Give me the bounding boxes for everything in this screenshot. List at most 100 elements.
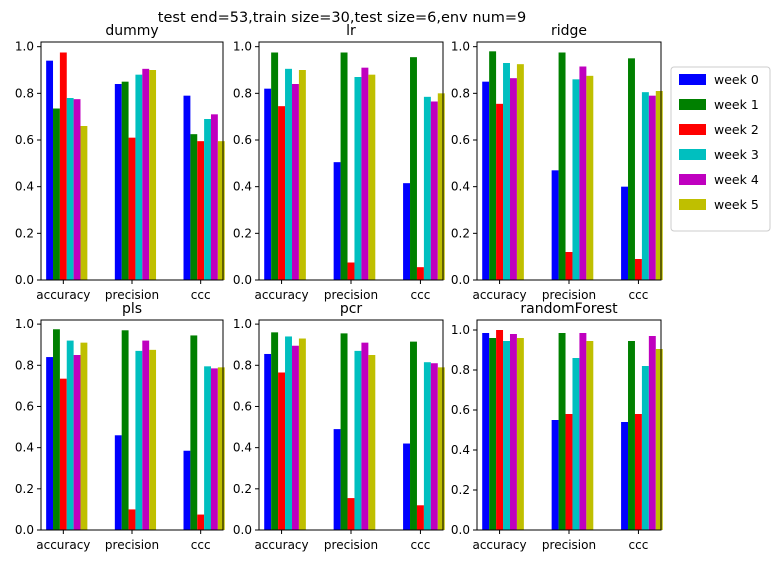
xtick-label-precision: precision (105, 538, 159, 552)
bar-pcr-accuracy-week1 (271, 332, 279, 530)
subplot-ridge: 0.0 0.2 0.4 0.6 0.8 1.0 accuracy precision ccc ri… (451, 23, 663, 302)
bar-lr-accuracy-week2 (278, 106, 286, 280)
ytick-label: 0.8 (451, 363, 470, 377)
xtick-label-accuracy: accuracy (254, 538, 308, 552)
bar-lr-accuracy-week4 (291, 84, 299, 280)
bar-pcr-ccc-week2 (416, 505, 424, 530)
bar-pcr-ccc-week1 (410, 341, 417, 530)
legend-swatch-week1 (679, 99, 706, 110)
bar-pls-precision-week4 (142, 340, 150, 530)
ytick-label: 0.4 (15, 441, 34, 455)
bar-dummy-ccc-week2 (197, 141, 205, 280)
xtick-label-ccc: ccc (629, 288, 649, 302)
bar-dummy-ccc-week4 (210, 114, 218, 280)
subplot-lr: 0.0 0.2 0.4 0.6 0.8 1.0 accuracy precision ccc lr (233, 23, 445, 302)
bar-pcr-accuracy-week3 (285, 336, 292, 530)
legend-swatch-week3 (679, 149, 706, 160)
bar-pls-accuracy-week2 (59, 378, 67, 530)
bar-pcr-precision-week5 (368, 355, 376, 530)
ytick-label: 0.2 (233, 226, 252, 240)
bar-lr-precision-week4 (361, 67, 369, 280)
xtick-label-ccc: ccc (629, 538, 649, 552)
bar-pcr-accuracy-week4 (291, 345, 299, 530)
bar-randomForest-precision-week0 (551, 420, 559, 530)
bar-lr-ccc-week2 (416, 267, 424, 280)
ytick-label: 0.2 (451, 483, 470, 497)
bar-pls-accuracy-week3 (66, 340, 74, 530)
ytick-label: 0.0 (15, 273, 34, 287)
bar-dummy-precision-week4 (142, 68, 150, 280)
bar-pcr-ccc-week3 (423, 362, 431, 530)
bar-ridge-precision-week3 (572, 79, 580, 280)
ytick-label: 0.6 (451, 133, 470, 147)
xtick-label-accuracy: accuracy (472, 538, 526, 552)
xtick-label-precision: precision (324, 288, 378, 302)
bar-dummy-ccc-week1 (190, 134, 198, 280)
bar-pls-precision-week2 (128, 509, 136, 530)
bar-ridge-ccc-week1 (628, 58, 635, 280)
ytick-label: 0.8 (15, 358, 34, 372)
bar-dummy-ccc-week0 (183, 95, 191, 280)
subplot-randomForest: 0.0 0.2 0.4 0.6 0.8 1.0 accuracy precision ccc ra… (451, 301, 663, 552)
subplot-title: randomForest (520, 301, 618, 317)
bar-randomForest-accuracy-week1 (489, 338, 497, 530)
ytick-label: 1.0 (15, 317, 34, 331)
xtick-label-ccc: ccc (411, 288, 431, 302)
bar-lr-ccc-week5 (437, 93, 445, 280)
bar-dummy-ccc-week3 (204, 119, 211, 280)
bar-pcr-precision-week0 (333, 429, 341, 530)
xtick-label-ccc: ccc (191, 288, 211, 302)
legend-swatch-week0 (679, 74, 706, 85)
ytick-label: 1.0 (451, 40, 470, 54)
bar-lr-ccc-week1 (410, 57, 417, 280)
xtick-label-precision: precision (324, 538, 378, 552)
bar-lr-ccc-week3 (423, 96, 431, 280)
bar-randomForest-ccc-week3 (641, 366, 649, 530)
bar-randomForest-ccc-week1 (628, 341, 635, 530)
bar-pcr-ccc-week4 (430, 363, 438, 530)
bar-lr-accuracy-week3 (285, 68, 292, 280)
ytick-label: 1.0 (15, 40, 34, 54)
bar-randomForest-precision-week5 (586, 341, 594, 530)
ytick-label: 0.8 (233, 358, 252, 372)
bar-ridge-ccc-week2 (634, 259, 642, 280)
bar-pcr-precision-week4 (361, 342, 369, 530)
ytick-label: 0.0 (451, 273, 470, 287)
legend-swatch-week5 (679, 199, 706, 210)
subplots: 0.0 0.2 0.4 0.6 0.8 1.0 accuracy precision ccc du… (15, 23, 663, 552)
ytick-label: 0.0 (15, 523, 34, 537)
subplot-title: dummy (105, 23, 158, 39)
legend-label: week 3 (714, 147, 759, 162)
bar-pls-precision-week5 (149, 349, 157, 530)
bar-pls-accuracy-week0 (46, 357, 54, 530)
ytick-label: 0.8 (15, 86, 34, 100)
bar-randomForest-accuracy-week0 (482, 333, 490, 530)
bar-pcr-accuracy-week5 (298, 338, 306, 530)
ytick-label: 1.0 (451, 323, 470, 337)
bar-ridge-accuracy-week1 (489, 51, 497, 280)
bar-pcr-ccc-week5 (437, 367, 445, 530)
xtick-label-ccc: ccc (191, 538, 211, 552)
bar-lr-accuracy-week1 (271, 52, 279, 280)
bar-pcr-precision-week1 (340, 333, 348, 530)
xtick-label-precision: precision (542, 538, 596, 552)
legend-swatch-week2 (679, 124, 706, 135)
xtick-label-ccc: ccc (411, 538, 431, 552)
subplot-pcr: 0.0 0.2 0.4 0.6 0.8 1.0 accuracy precision ccc pc… (233, 301, 445, 552)
xtick-label-precision: precision (542, 288, 596, 302)
bar-randomForest-precision-week3 (572, 358, 580, 530)
xtick-label-accuracy: accuracy (254, 288, 308, 302)
xtick-label-precision: precision (105, 288, 159, 302)
bar-lr-precision-week1 (340, 52, 348, 280)
bar-lr-precision-week3 (354, 77, 362, 280)
ytick-label: 0.4 (451, 180, 470, 194)
bar-pls-ccc-week1 (190, 335, 198, 530)
ytick-label: 1.0 (233, 317, 252, 331)
bar-dummy-precision-week2 (128, 137, 136, 280)
subplot-pls: 0.0 0.2 0.4 0.6 0.8 1.0 accuracy precision ccc pl… (15, 301, 225, 552)
ytick-label: 0.0 (233, 273, 252, 287)
bar-pcr-ccc-week0 (403, 443, 411, 530)
subplot-title: pcr (340, 301, 363, 317)
bar-ridge-accuracy-week5 (516, 64, 524, 280)
